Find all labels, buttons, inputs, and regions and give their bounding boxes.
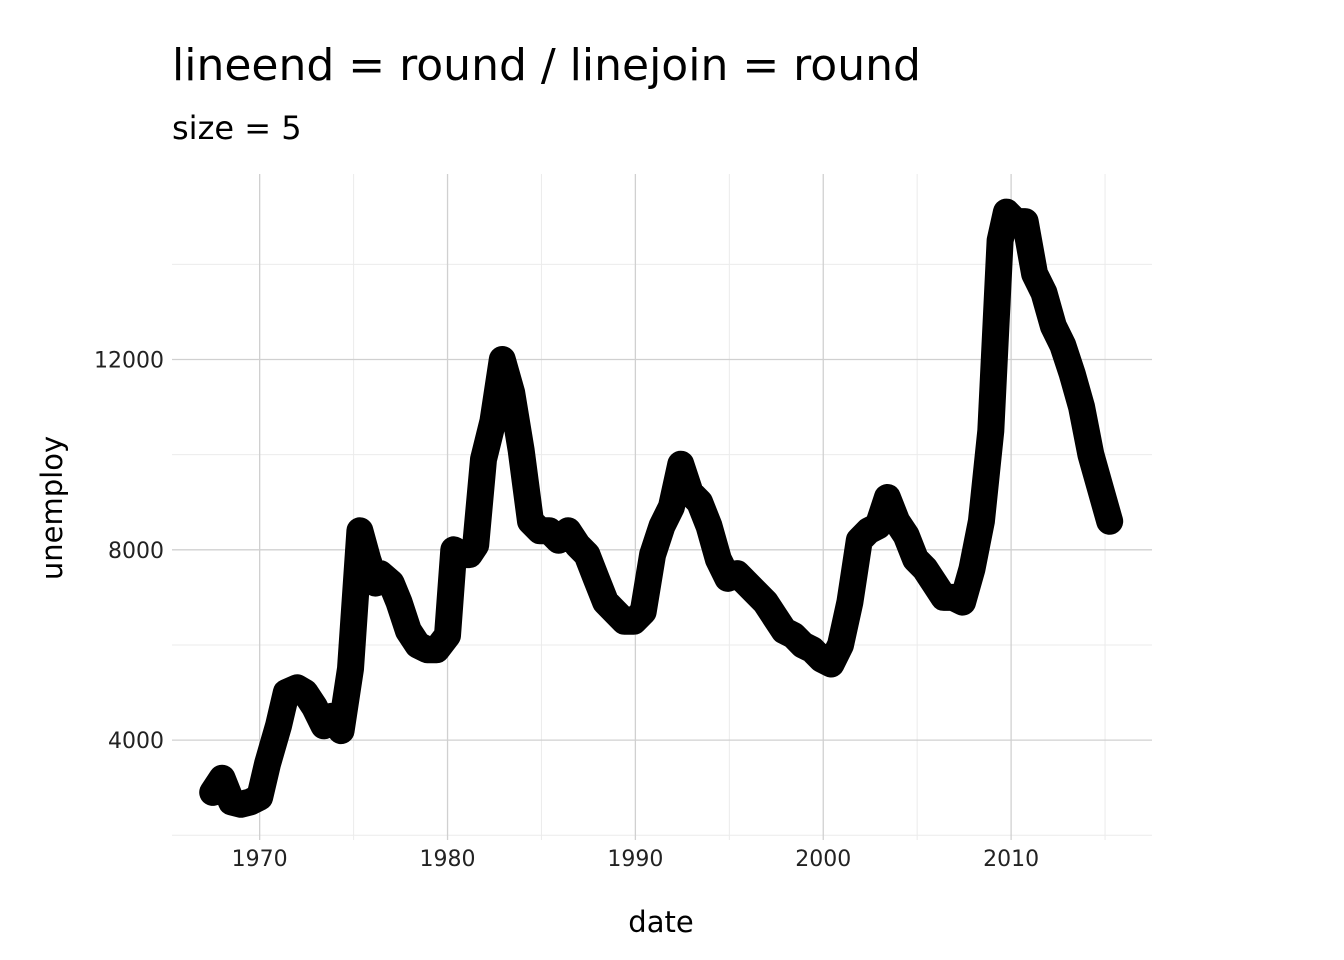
chart-subtitle: size = 5 (172, 109, 302, 147)
x-tick-label: 1990 (607, 847, 663, 872)
x-tick-label: 1980 (420, 847, 476, 872)
chart-title: lineend = round / linejoin = round (172, 40, 921, 91)
y-axis-ticks: 4000 8000 12000 (94, 349, 164, 755)
x-axis-ticks: 1970 1980 1990 2000 2010 (232, 847, 1039, 872)
y-tick-label: 8000 (108, 539, 164, 564)
y-tick-label: 12000 (94, 349, 164, 374)
unemploy-series-line (199, 198, 1124, 818)
y-tick-label: 4000 (108, 729, 164, 754)
y-axis-title: unemploy (35, 436, 69, 580)
grid-lines (172, 174, 1152, 840)
x-tick-label: 1970 (232, 847, 288, 872)
x-tick-label: 2000 (795, 847, 851, 872)
x-axis-title: date (628, 905, 693, 939)
x-tick-label: 2010 (983, 847, 1039, 872)
